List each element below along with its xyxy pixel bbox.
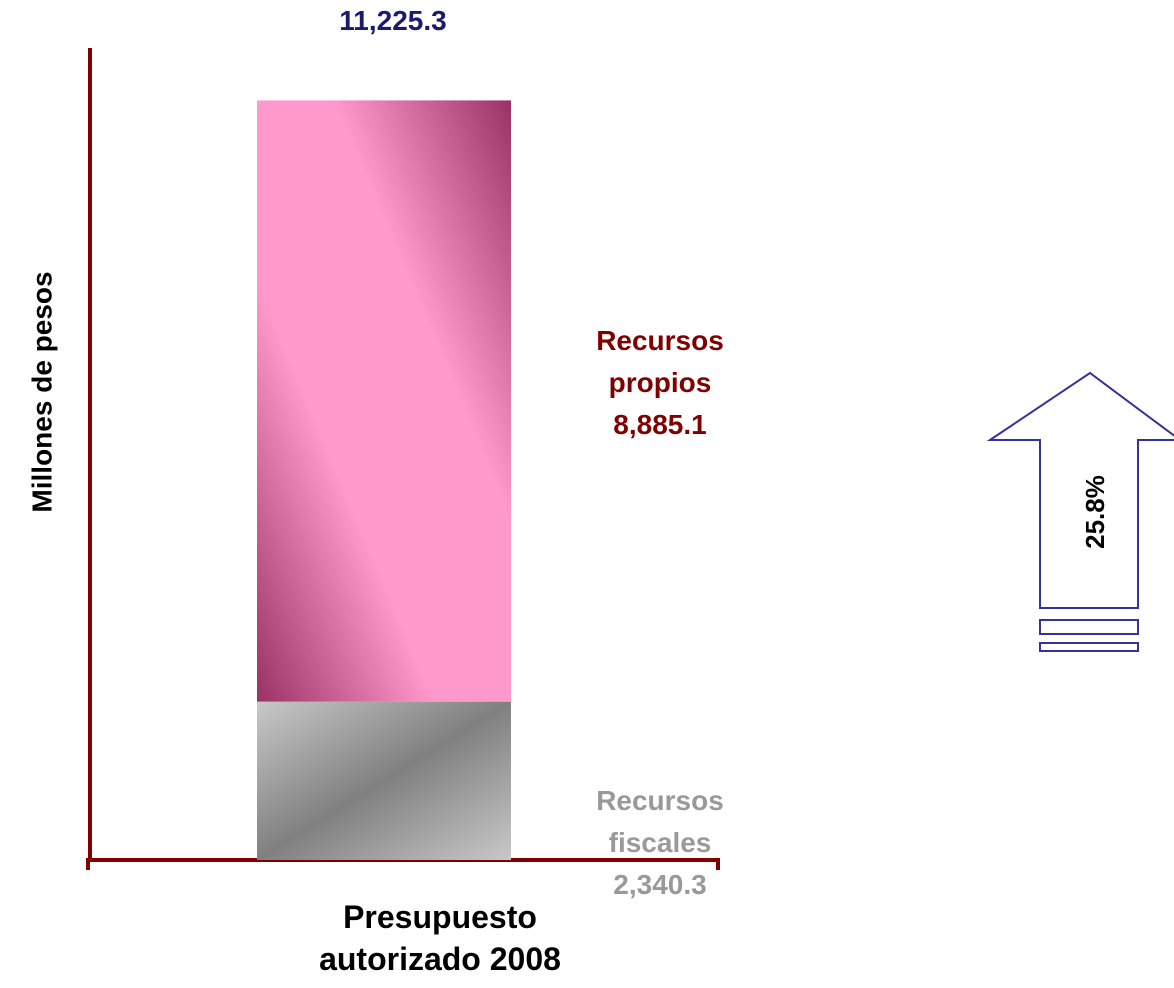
x-tick-label: Presupuesto autorizado 2008 (319, 899, 561, 977)
value-label: 8,885.1 (613, 409, 707, 441)
arrow (986, 371, 1174, 652)
legend-name: Recursos propios (596, 325, 724, 399)
total-value: 11,225.3 (339, 5, 447, 37)
value-label: 2,340.3 (613, 868, 707, 900)
total-label: 11,225.3 (293, 0, 493, 42)
annotation: 25.8% (1080, 475, 1110, 549)
category-box: Presupuesto autorizado 2008 (280, 896, 600, 980)
series-label: Recursos fiscales 2,340.3 (560, 780, 760, 906)
legend-name: Recursos fiscales (596, 784, 724, 858)
bar-segment (257, 100, 511, 702)
y-axis-label: Millones de pesos (26, 271, 57, 512)
series-label: Recursos propios 8,885.1 (560, 320, 760, 446)
bar-segment (257, 701, 511, 860)
